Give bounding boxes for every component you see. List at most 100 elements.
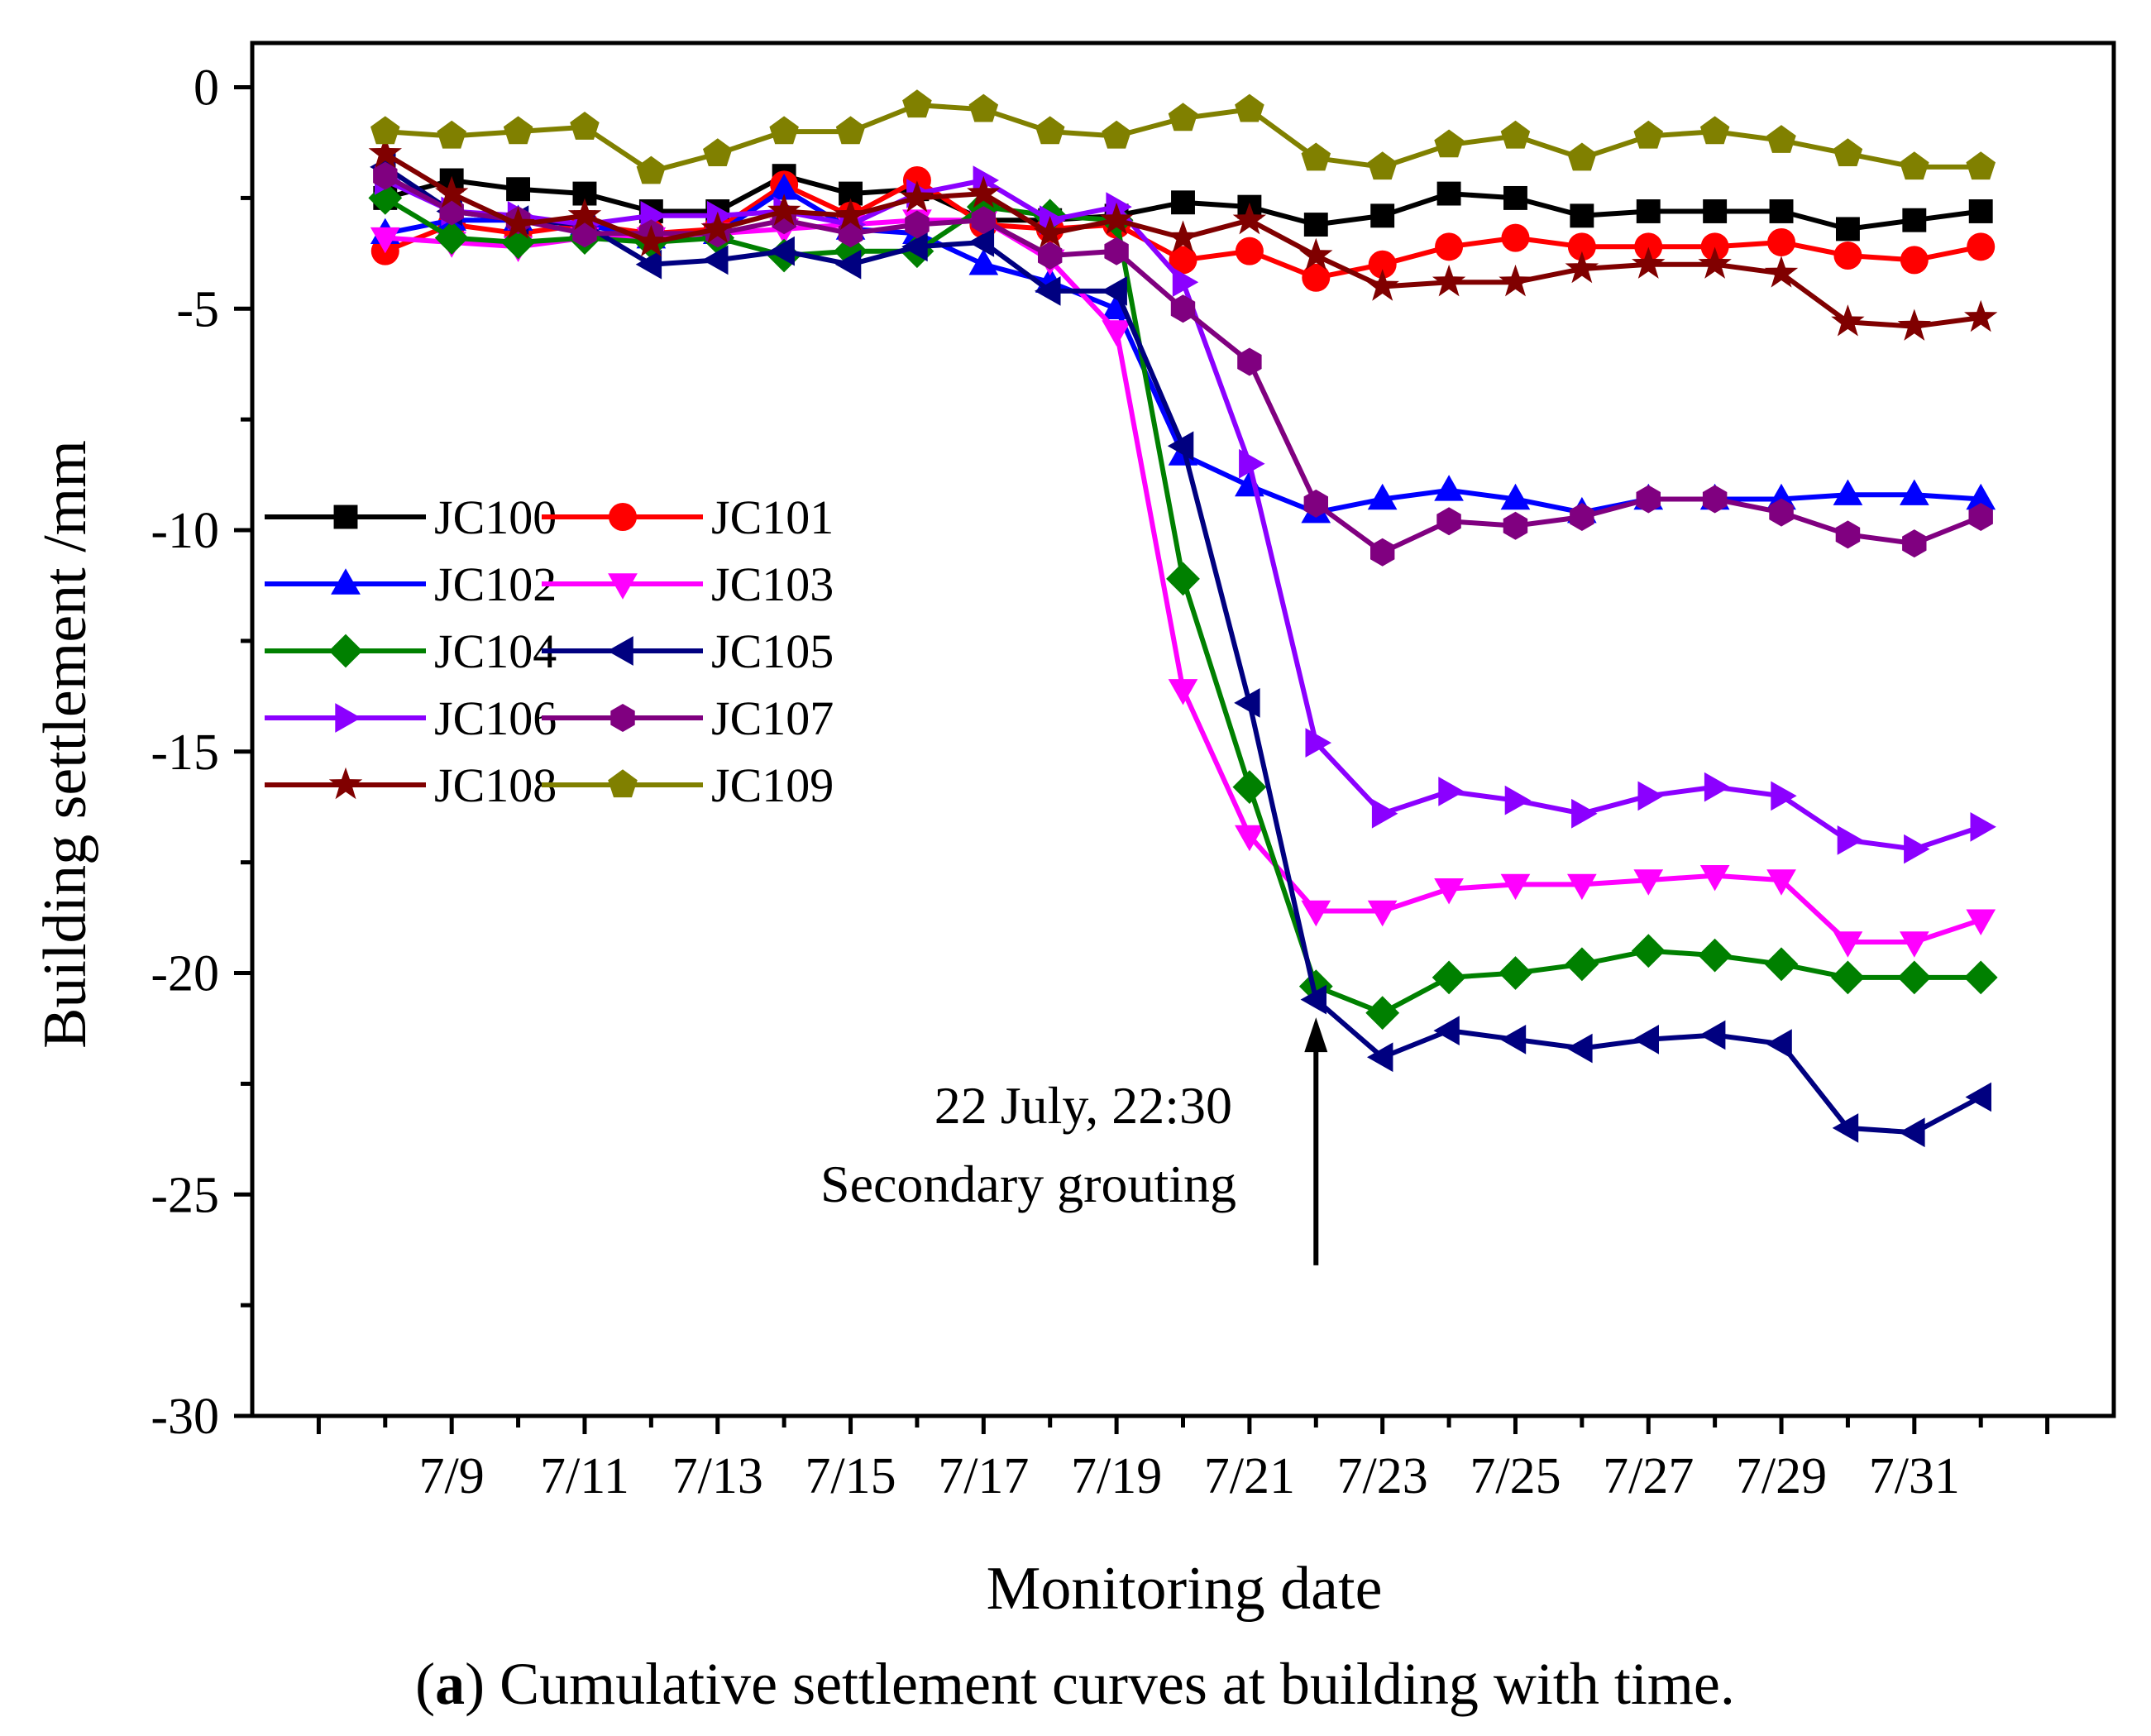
data-point	[1168, 103, 1198, 132]
data-point	[1700, 232, 1729, 261]
legend-marker	[328, 767, 363, 800]
data-point	[703, 138, 733, 166]
data-point	[1432, 264, 1466, 297]
data-point	[1964, 299, 1998, 332]
data-point	[1966, 909, 1996, 935]
data-point	[501, 207, 535, 239]
data-point	[1766, 1029, 1792, 1059]
data-point	[1835, 520, 1861, 549]
y-tick-label: -25	[151, 1167, 219, 1223]
data-point	[373, 161, 398, 190]
x-axis: 7/9 7/11 7/13 7/15 7/17 7/19 7/21 7/23 7/25 7/27 7…	[316, 1416, 2050, 1504]
data-point	[1565, 947, 1599, 982]
data-point	[1570, 503, 1594, 531]
data-point	[902, 89, 932, 118]
data-point	[1833, 138, 1863, 166]
data-point	[1902, 529, 1927, 558]
data-point	[1966, 151, 1996, 180]
data-point	[1436, 181, 1461, 206]
data-point	[1499, 956, 1532, 990]
data-point	[1567, 873, 1597, 901]
data-point	[1831, 960, 1865, 995]
x-tick-label: 7/11	[540, 1448, 629, 1504]
data-point	[1302, 263, 1331, 292]
data-point	[1365, 996, 1400, 1031]
data-point	[769, 174, 799, 200]
y-axis-title: Building settlement /mm	[31, 440, 99, 1049]
legend-label: JC109	[711, 758, 834, 812]
data-point	[1771, 781, 1797, 811]
legend-label: JC101	[711, 490, 834, 544]
data-point	[1035, 116, 1065, 145]
data-point	[834, 249, 862, 280]
y-tick-label: -5	[176, 281, 219, 337]
data-point	[1634, 232, 1663, 261]
data-point	[1633, 869, 1664, 896]
data-point	[1633, 120, 1663, 149]
legend-marker	[335, 703, 361, 733]
series-jc108	[368, 136, 1998, 341]
grouting-annotation: 22 July, 22:30 Secondary grouting	[820, 1017, 1328, 1265]
legend-item-jc106: JC106	[265, 691, 557, 745]
data-point	[1433, 1016, 1460, 1045]
legend-marker	[328, 634, 363, 668]
y-tick-label: -15	[151, 725, 219, 781]
data-point	[1166, 562, 1200, 596]
series-lines	[368, 89, 1998, 1148]
legend-label: JC105	[711, 624, 834, 678]
data-point	[634, 224, 668, 257]
data-point	[1904, 834, 1930, 864]
y-axis: 0 -5 -10 -15 -20 -25 -30	[151, 60, 252, 1445]
data-point	[1167, 431, 1194, 461]
x-tick-label: 7/21	[1204, 1448, 1295, 1504]
data-point	[1900, 479, 1929, 505]
data-point	[1767, 227, 1796, 256]
data-point	[1099, 202, 1134, 235]
data-point	[1300, 984, 1326, 1015]
legend-marker	[331, 568, 361, 595]
data-point	[1900, 931, 1929, 958]
legend-item-jc102: JC102	[265, 557, 557, 611]
legend-item-jc104: JC104	[265, 624, 557, 678]
data-point	[435, 175, 469, 208]
data-point	[503, 116, 533, 145]
caption-prefix: (	[415, 1651, 435, 1717]
legend-marker	[608, 573, 638, 600]
data-point	[1499, 1025, 1527, 1055]
data-point	[1766, 869, 1796, 896]
data-point	[971, 206, 996, 235]
data-point	[1833, 242, 1862, 270]
x-tick-label: 7/15	[805, 1448, 896, 1504]
data-point	[1632, 1025, 1659, 1055]
data-point	[835, 116, 866, 145]
legend: JC100 JC101 JC102 JC103 JC104 JC105 JC106 JC107…	[265, 490, 834, 812]
data-point	[1438, 777, 1465, 806]
legend-label: JC102	[434, 557, 557, 611]
data-point	[1035, 276, 1061, 306]
legend-marker	[610, 704, 635, 732]
data-point	[1166, 220, 1200, 252]
data-point	[768, 236, 795, 266]
data-point	[968, 249, 999, 275]
data-point	[434, 221, 469, 255]
data-point	[1367, 483, 1398, 510]
x-tick-label: 7/29	[1736, 1448, 1827, 1504]
data-point	[1171, 190, 1195, 215]
legend-item-jc103: JC103	[542, 557, 834, 611]
data-point	[1968, 199, 1993, 223]
data-point	[834, 198, 868, 230]
data-point	[1102, 320, 1131, 347]
data-point	[1301, 900, 1331, 927]
data-point	[1567, 142, 1597, 171]
x-axis-title: Monitoring date	[987, 1555, 1383, 1623]
annotation-arrow-head	[1304, 1017, 1328, 1053]
data-point	[437, 120, 466, 149]
legend-label: JC103	[711, 557, 834, 611]
data-point	[1169, 246, 1197, 275]
data-point	[1897, 308, 1931, 341]
data-point	[506, 177, 531, 202]
data-point	[1235, 237, 1264, 265]
data-point	[1367, 151, 1398, 180]
data-point	[1567, 232, 1596, 261]
